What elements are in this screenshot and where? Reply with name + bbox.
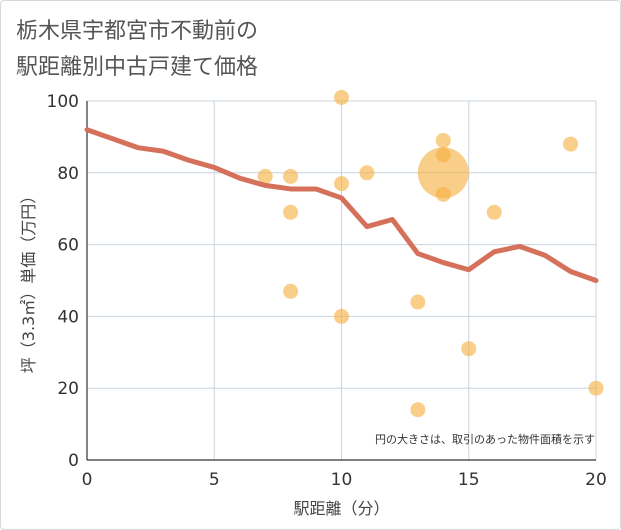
bubble-point [563, 136, 579, 152]
bubble-point [334, 308, 349, 324]
chart-title: 栃木県宇都宮市不動前の 駅距離別中古戸建て価格 [16, 14, 576, 86]
tick-labels: 0 5 10 15 20 0 20 40 60 80 100 [47, 92, 607, 490]
bubble-size-note: 円の大きさは、取引のあった物件面積を示す [375, 432, 595, 446]
bubble-point [461, 341, 477, 357]
bubble-point [435, 132, 451, 148]
axes [86, 101, 596, 461]
bubble-point [283, 168, 299, 184]
y-tick-label: 80 [57, 164, 79, 184]
bubble-point [257, 168, 273, 184]
bubble-point [486, 204, 502, 220]
y-tick-label: 60 [57, 236, 79, 256]
x-tick-label: 0 [82, 470, 93, 490]
bubble-point [435, 186, 451, 202]
trend-line-group [84, 127, 599, 283]
bubble-point [588, 380, 604, 396]
bubble-point [334, 176, 349, 192]
bubble-point [410, 402, 426, 418]
x-tick-label: 20 [585, 470, 607, 490]
y-tick-label: 40 [57, 307, 79, 327]
x-tick-label: 10 [331, 470, 353, 490]
average-price-line [84, 127, 599, 283]
bubble-series [257, 89, 604, 418]
chart-title-line-1: 栃木県宇都宮市不動前の [16, 19, 259, 44]
bubble-point [359, 165, 375, 181]
bubble-point [417, 147, 469, 199]
grid-lines [87, 100, 597, 460]
chart-title-line-2: 駅距離別中古戸建て価格 [16, 55, 259, 80]
y-tick-label: 100 [47, 92, 79, 112]
x-axis-label: 駅距離（分） [293, 499, 389, 518]
bubble-point [410, 294, 426, 310]
bubble-point [435, 147, 451, 163]
bubble-point [283, 204, 299, 220]
x-tick-label: 5 [209, 470, 220, 490]
x-tick-label: 15 [458, 470, 480, 490]
y-axis-label: 坪（3.3㎡）単価（万円） [19, 188, 38, 373]
bubble-point [334, 89, 349, 105]
y-tick-label: 0 [68, 451, 79, 471]
y-tick-label: 20 [57, 379, 79, 399]
bubble-point [283, 283, 299, 299]
